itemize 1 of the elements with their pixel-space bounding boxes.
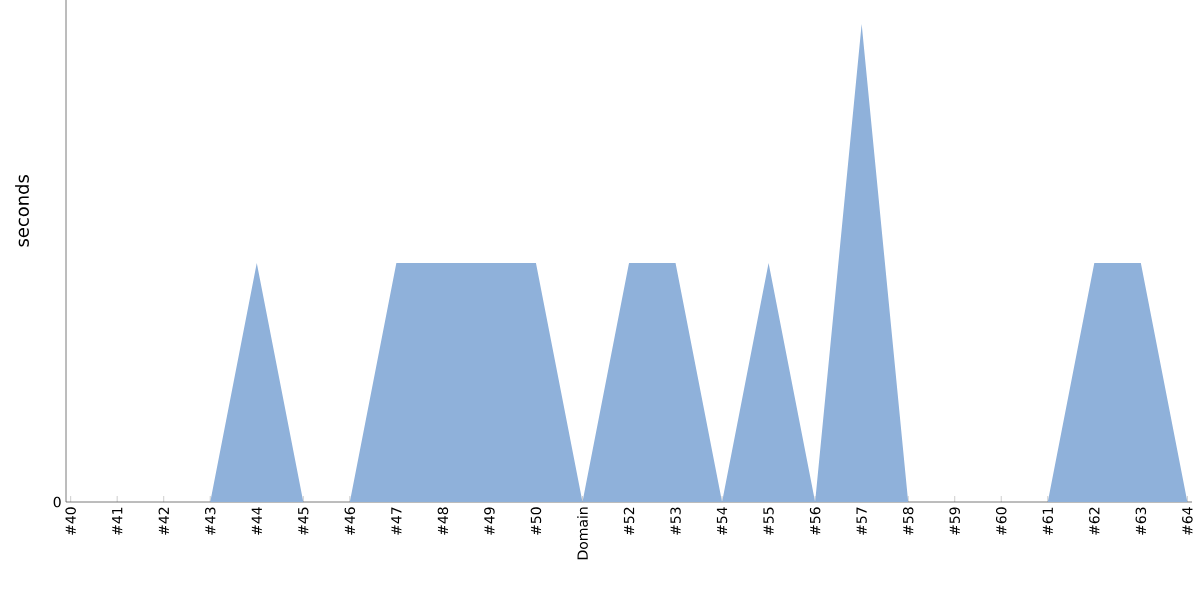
- y-axis-title: seconds: [15, 175, 29, 247]
